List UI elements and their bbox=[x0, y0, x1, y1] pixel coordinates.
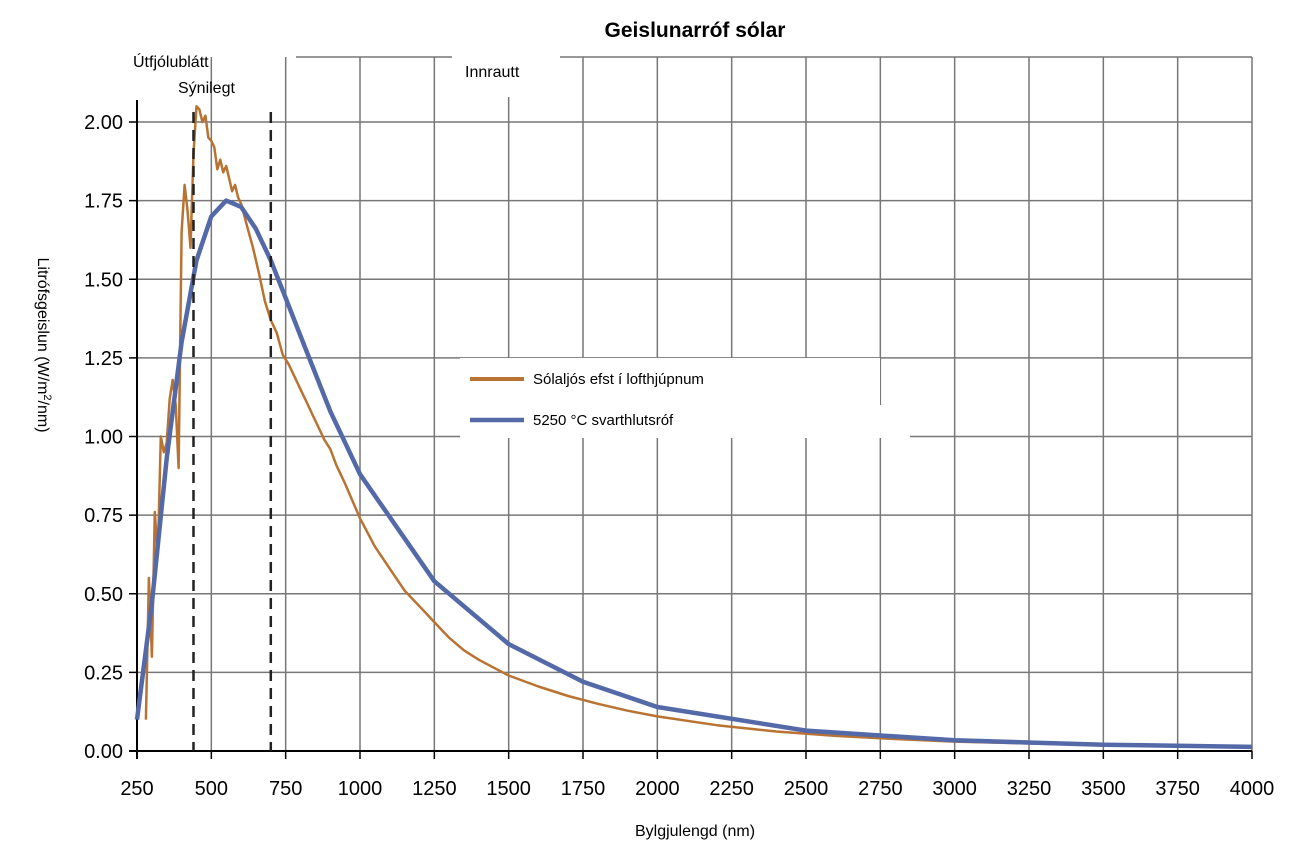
x-tick-label: 4000 bbox=[1230, 778, 1275, 800]
x-tick-label: 3750 bbox=[1155, 778, 1200, 800]
y-tick-label: 1.00 bbox=[84, 427, 123, 449]
y-tick-label: 0.75 bbox=[84, 505, 123, 527]
x-tick-label: 1000 bbox=[338, 778, 383, 800]
y-tick-label: 1.25 bbox=[84, 348, 123, 370]
x-tick-label: 2500 bbox=[784, 778, 829, 800]
y-axis-label-prefix: Litrófsgeislun (W/m bbox=[34, 257, 51, 394]
y-tick-label: 2.00 bbox=[84, 112, 123, 134]
x-tick-label: 3250 bbox=[1007, 778, 1052, 800]
blackbody-series-line bbox=[134, 198, 1253, 750]
x-tick-label: 2000 bbox=[635, 778, 680, 800]
x-tick-label: 500 bbox=[195, 778, 228, 800]
legend-box-ext bbox=[880, 405, 910, 438]
region-label: Innrautt bbox=[465, 64, 520, 81]
chart-title: Geislunarróf sólar bbox=[605, 19, 786, 42]
y-tick-label: 1.50 bbox=[84, 269, 123, 291]
axes: 250 500 750 1000 1250 1500 1750 2000 2250 2500 275… bbox=[84, 100, 1274, 800]
x-tick-label: 1750 bbox=[561, 778, 606, 800]
y-tick-label: 1.75 bbox=[84, 191, 123, 213]
grid bbox=[137, 56, 1253, 752]
y-tick-label: 0.00 bbox=[84, 741, 123, 763]
x-tick-label: 3000 bbox=[932, 778, 977, 800]
y-axis-label: Litrófsgeislun (W/m2/nm) bbox=[34, 257, 53, 432]
x-tick-label: 1500 bbox=[486, 778, 531, 800]
x-axis-label: Bylgjulengd (nm) bbox=[635, 823, 755, 840]
region-labels: Útfjólublátt Sýnilegt Innrautt bbox=[133, 52, 560, 97]
series-layer bbox=[134, 105, 1253, 750]
region-boundaries bbox=[192, 112, 273, 751]
x-tick-label: 750 bbox=[269, 778, 302, 800]
y-axis-label-sup: 2 bbox=[41, 394, 53, 400]
sunlight-series-line bbox=[144, 105, 1253, 749]
region-label: Útfjólublátt bbox=[133, 52, 209, 71]
x-tick-label: 3500 bbox=[1081, 778, 1126, 800]
legend: Sólaljós efst í lofthjúpnum 5250 °C svart… bbox=[460, 358, 910, 438]
legend-entry-label: 5250 °C svarthlutsróf bbox=[533, 412, 674, 429]
y-tick-label: 0.50 bbox=[84, 584, 123, 606]
region-label: Sýnilegt bbox=[178, 80, 235, 97]
y-axis-label-suffix: /nm) bbox=[34, 401, 51, 433]
x-tick-label: 2750 bbox=[858, 778, 903, 800]
legend-entry-label: Sólaljós efst í lofthjúpnum bbox=[533, 371, 704, 388]
legend-box bbox=[460, 358, 880, 438]
y-tick-label: 0.25 bbox=[84, 662, 123, 684]
x-tick-label: 1250 bbox=[412, 778, 457, 800]
region-label-bg bbox=[452, 53, 560, 97]
x-tick-label: 2250 bbox=[709, 778, 754, 800]
x-tick-label: 250 bbox=[120, 778, 153, 800]
